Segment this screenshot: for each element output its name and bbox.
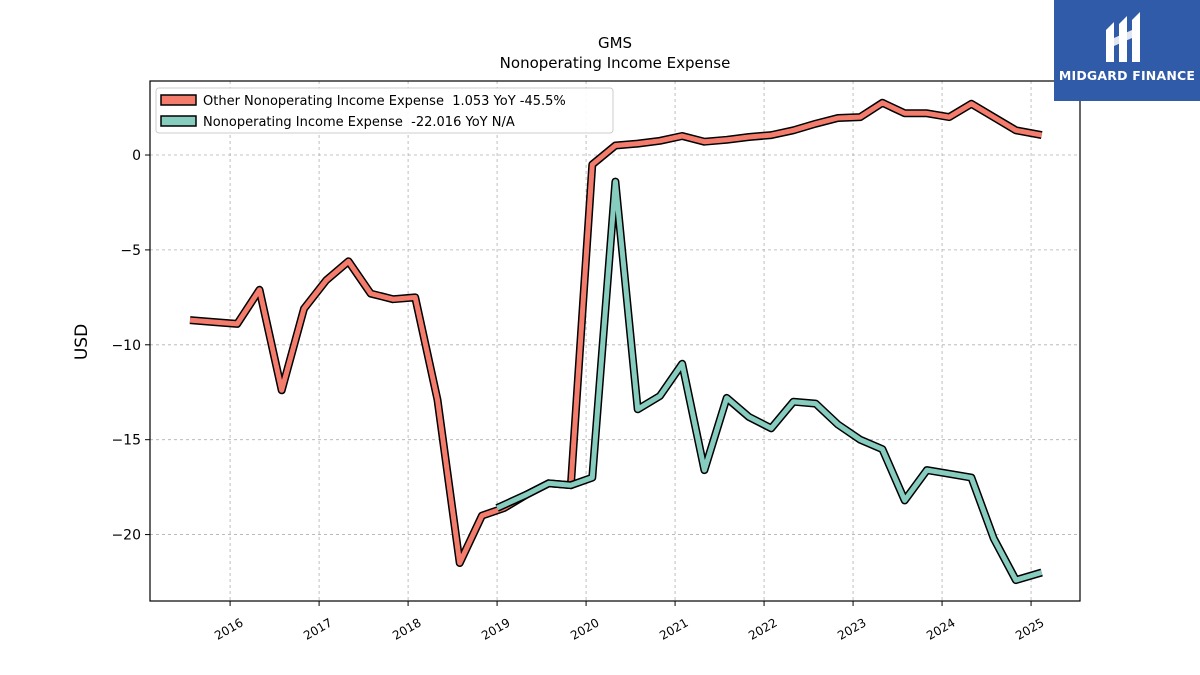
chart-title: GMS xyxy=(598,34,632,52)
midgard-finance-logo: MIDGARD FINANCE xyxy=(1054,0,1200,101)
logo-text: MIDGARD FINANCE xyxy=(1058,68,1196,83)
x-tick-label: 2024 xyxy=(924,615,957,642)
y-tick-label: 0 xyxy=(132,148,141,164)
midgard-logo-icon xyxy=(1106,12,1140,62)
y-tick-label: −10 xyxy=(111,338,141,354)
x-tick-label: 2018 xyxy=(390,615,423,642)
x-tick-label: 2016 xyxy=(212,615,245,642)
series-lines xyxy=(189,98,1043,585)
legend: Other Nonoperating Income Expense 1.053 … xyxy=(155,87,614,134)
legend-box xyxy=(155,87,614,134)
y-tick-label: −5 xyxy=(120,243,141,259)
legend-label-other-nonoperating: Other Nonoperating Income Expense 1.053 … xyxy=(203,94,566,109)
legend-swatch-nonoperating xyxy=(160,115,197,127)
y-tick-label: −20 xyxy=(111,528,141,544)
series-line-1 xyxy=(496,179,1043,583)
x-tick-label: 2020 xyxy=(568,615,601,642)
y-tick-label: −15 xyxy=(111,433,141,449)
legend-swatch-other-nonoperating xyxy=(160,94,197,106)
plot-area-frame xyxy=(149,80,1081,602)
y-axis-label: USD xyxy=(72,324,92,360)
x-tick-label: 2017 xyxy=(301,615,334,642)
legend-label-nonoperating: Nonoperating Income Expense -22.016 YoY … xyxy=(203,115,515,130)
x-tick-label: 2025 xyxy=(1013,615,1046,642)
series-line-0 xyxy=(189,100,1043,566)
chart-subtitle: Nonoperating Income Expense xyxy=(500,54,731,72)
x-tick-label: 2023 xyxy=(835,615,868,642)
x-tick-label: 2019 xyxy=(479,615,512,642)
x-tick-label: 2021 xyxy=(657,615,690,642)
grid-lines xyxy=(150,81,1080,601)
x-tick-label: 2022 xyxy=(746,615,779,642)
